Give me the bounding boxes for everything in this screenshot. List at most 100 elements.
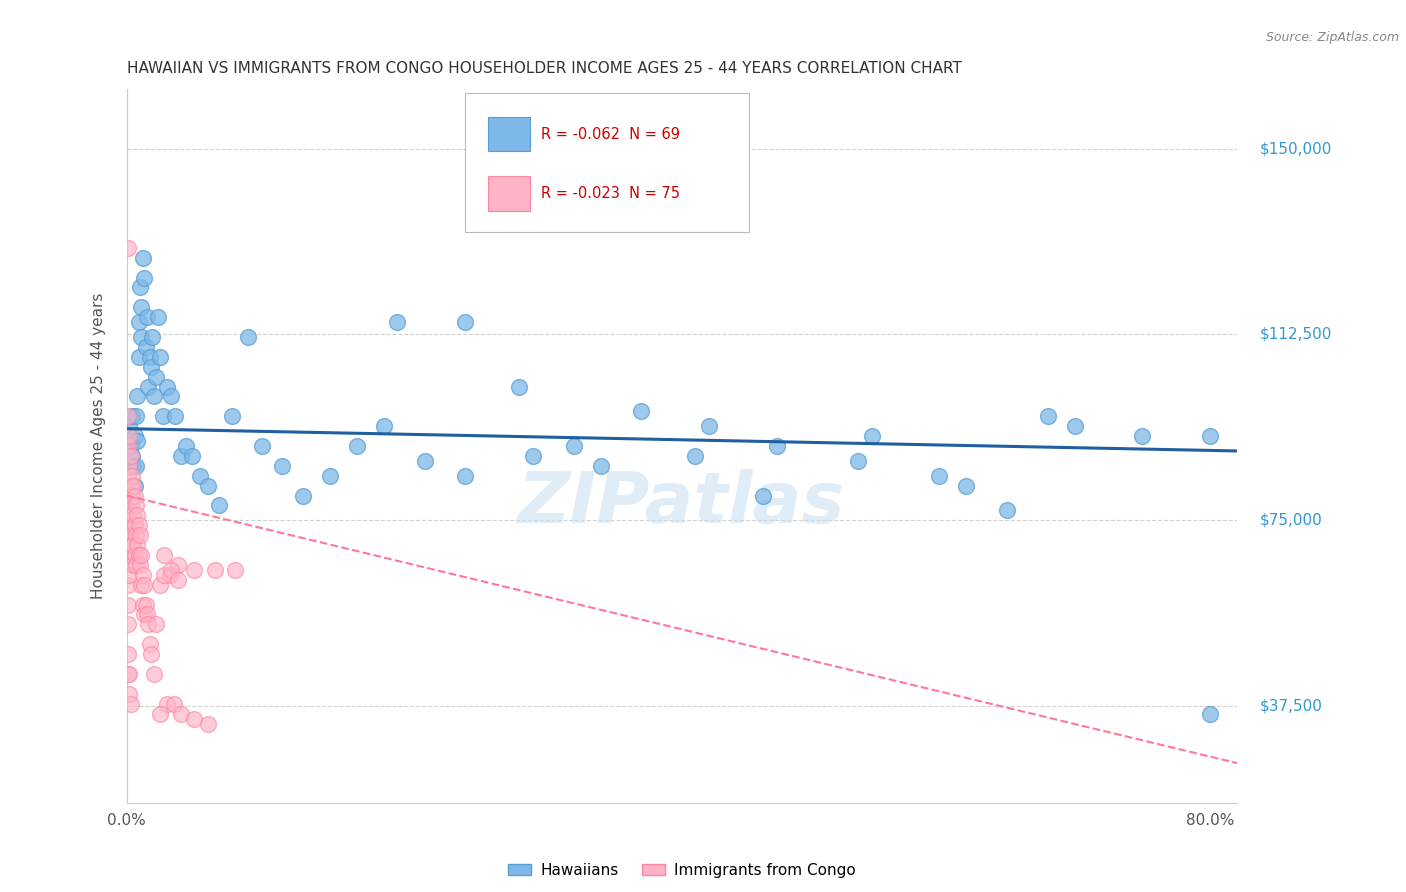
Point bbox=[860, 429, 883, 443]
Point bbox=[117, 528, 139, 542]
Point bbox=[121, 538, 143, 552]
Point bbox=[135, 310, 157, 325]
Point bbox=[846, 454, 869, 468]
Point bbox=[134, 578, 156, 592]
Point bbox=[928, 468, 950, 483]
Point bbox=[118, 567, 141, 582]
Point bbox=[134, 270, 156, 285]
Point bbox=[122, 478, 145, 492]
Point bbox=[146, 310, 169, 325]
Point bbox=[117, 499, 139, 513]
Point bbox=[128, 350, 150, 364]
Point bbox=[134, 598, 156, 612]
Point bbox=[118, 513, 141, 527]
Point bbox=[124, 429, 146, 443]
Text: R = -0.023  N = 75: R = -0.023 N = 75 bbox=[541, 186, 681, 201]
Point bbox=[121, 489, 143, 503]
Point bbox=[121, 449, 143, 463]
Point bbox=[118, 538, 141, 552]
Point bbox=[117, 409, 139, 424]
Point bbox=[149, 350, 172, 364]
Legend: Hawaiians, Immigrants from Congo: Hawaiians, Immigrants from Congo bbox=[502, 857, 862, 884]
Point bbox=[180, 449, 202, 463]
Point bbox=[122, 458, 145, 473]
Point bbox=[204, 563, 226, 577]
Point bbox=[122, 558, 145, 572]
Text: $150,000: $150,000 bbox=[1260, 141, 1331, 156]
Point bbox=[224, 563, 246, 577]
Point bbox=[128, 315, 150, 329]
Point bbox=[149, 578, 172, 592]
Point bbox=[124, 548, 146, 562]
Point bbox=[142, 667, 165, 681]
Point bbox=[562, 439, 585, 453]
Text: $112,500: $112,500 bbox=[1260, 327, 1331, 342]
Y-axis label: Householder Income Ages 25 - 44 years: Householder Income Ages 25 - 44 years bbox=[91, 293, 105, 599]
Point bbox=[152, 409, 174, 424]
Point bbox=[508, 379, 530, 393]
Point bbox=[118, 458, 141, 473]
Point bbox=[121, 409, 143, 424]
Point bbox=[167, 573, 190, 587]
Point bbox=[127, 389, 149, 403]
FancyBboxPatch shape bbox=[488, 117, 530, 152]
Point bbox=[1132, 429, 1154, 443]
Point bbox=[117, 468, 139, 483]
Point bbox=[142, 389, 165, 403]
Point bbox=[134, 607, 156, 622]
Point bbox=[117, 578, 139, 592]
Point bbox=[697, 419, 720, 434]
Point bbox=[120, 449, 142, 463]
Point bbox=[346, 439, 368, 453]
Point bbox=[765, 439, 787, 453]
Point bbox=[163, 697, 186, 711]
Point bbox=[117, 667, 139, 681]
Point bbox=[250, 439, 273, 453]
Point bbox=[132, 598, 155, 612]
FancyBboxPatch shape bbox=[465, 93, 748, 232]
Point bbox=[197, 716, 219, 731]
Point bbox=[129, 528, 152, 542]
Point bbox=[117, 617, 139, 632]
Point bbox=[122, 508, 145, 523]
Point bbox=[685, 449, 707, 463]
Point bbox=[125, 458, 148, 473]
Point bbox=[118, 429, 141, 443]
Point bbox=[120, 439, 142, 453]
Point bbox=[124, 478, 146, 492]
Point bbox=[522, 449, 544, 463]
Point bbox=[131, 548, 153, 562]
Point bbox=[145, 617, 167, 632]
Point bbox=[124, 518, 146, 533]
Point bbox=[124, 489, 146, 503]
Point bbox=[120, 528, 142, 542]
Point bbox=[165, 409, 187, 424]
Point bbox=[120, 548, 142, 562]
Point bbox=[118, 489, 141, 503]
Point bbox=[121, 518, 143, 533]
Point bbox=[118, 687, 141, 701]
Point bbox=[138, 350, 160, 364]
Text: HAWAIIAN VS IMMIGRANTS FROM CONGO HOUSEHOLDER INCOME AGES 25 - 44 YEARS CORRELAT: HAWAIIAN VS IMMIGRANTS FROM CONGO HOUSEH… bbox=[127, 61, 962, 76]
Point bbox=[1036, 409, 1059, 424]
Point bbox=[160, 563, 183, 577]
Point bbox=[454, 468, 477, 483]
Point bbox=[117, 241, 139, 255]
Point bbox=[128, 548, 150, 562]
Point bbox=[120, 499, 142, 513]
Point bbox=[131, 330, 153, 344]
Point bbox=[131, 300, 153, 314]
Point bbox=[118, 667, 141, 681]
Point bbox=[183, 563, 205, 577]
Point bbox=[955, 478, 977, 492]
Point bbox=[153, 548, 176, 562]
Text: $75,000: $75,000 bbox=[1260, 513, 1322, 528]
Point bbox=[153, 567, 176, 582]
Point bbox=[132, 567, 155, 582]
Point bbox=[127, 508, 149, 523]
Text: R = -0.062  N = 69: R = -0.062 N = 69 bbox=[541, 127, 681, 142]
Point bbox=[125, 499, 148, 513]
Point bbox=[159, 567, 181, 582]
Point bbox=[117, 598, 139, 612]
Point bbox=[127, 434, 149, 448]
